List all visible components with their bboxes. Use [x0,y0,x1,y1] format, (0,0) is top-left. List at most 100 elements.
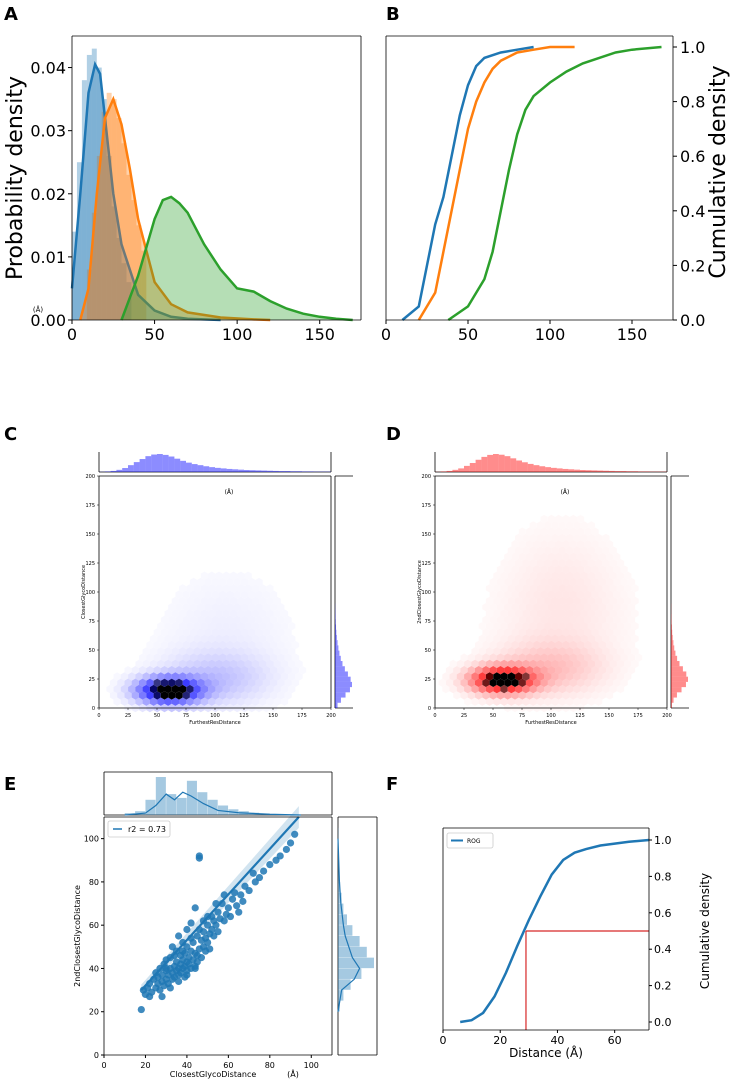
panel-c-hexbin-49 [139,691,147,700]
panel-d-hexbin-235 [518,640,526,650]
panel-b-ytick-label-5: 1.0 [680,38,705,57]
panel-d-hexbin-456 [598,577,606,587]
panel-c-hexbin-74 [135,684,143,694]
panel-d-hexbin-477 [609,571,617,580]
panel-d-top-hist-bar-16 [527,463,534,472]
panel-c-hexbin-90 [251,684,259,694]
panel-c-hexbin-359 [211,603,219,612]
panel-d-hexbin-173 [580,659,588,669]
panel-c-hexbin-26 [149,697,158,706]
panel-a-kde-line-orange [79,95,271,322]
panel-d-hexbin-520 [540,552,548,561]
panel-d-hexbin-517 [518,552,526,561]
panel-d-hexbin-210 [500,647,508,656]
panel-e-top-kde-line [124,791,301,816]
panel-a-hist-bar-blue-1 [76,162,82,320]
panel-c-hexbin-66 [262,691,270,700]
panel-d-ytick-label-4: 100 [421,590,431,596]
panel-c-hexbin-302 [179,621,187,631]
panel-a-hist-bar-orange-5 [111,99,117,320]
panel-c-hexbin-27 [157,697,165,706]
panel-c-hexbin-222 [171,647,179,656]
panel-c-hexbin-287 [204,628,212,637]
panel-d-hexbin-536 [544,546,552,555]
panel-c-hexbin-226 [200,647,209,656]
panel-c-hexbin-305 [200,621,209,631]
panel-d-hexbin-223 [595,647,603,656]
panel-c-hexbin-291 [233,628,241,637]
panel-d-hexbin-15 [493,697,501,706]
panel-d-ytick-label-6: 150 [421,532,431,538]
panel-d-hexbin-33 [475,691,483,700]
panel-label-f: F [386,774,398,795]
panel-d-hexbin-261 [551,634,559,643]
panel-c-hexbin-232 [244,647,252,656]
panel-c-hexbin-92 [266,684,274,694]
panel-c-hexbin-228 [215,647,223,656]
panel-d-hexbin-540 [573,546,581,555]
panel-c-hexbin-341 [200,609,209,618]
panel-c-hexbin-229 [222,647,230,656]
panel-d-hexbin-211 [507,647,515,656]
panel-c-right-hist-bar-4 [335,681,352,688]
panel-d-hexbin-59 [493,684,501,694]
panel-a-area-blue [72,64,221,321]
panel-c-hexbin-236 [273,647,281,656]
panel-c-top-hist-bar-33 [290,471,297,472]
panel-d-hexbin-13 [478,697,486,706]
panel-d-hexbin-518 [525,552,534,561]
panel-b-cdf-line-green [447,45,662,322]
panel-d-hexbin-484 [525,565,534,574]
panel-d-hexbin-257 [522,634,530,643]
panel-d-hexbin-402 [504,590,512,599]
panel-d-hexbin-535 [536,546,545,555]
panel-c-hexbin-47 [124,691,132,700]
panel-e-top-hist-bar-6 [166,794,177,815]
panel-c-hexbin-326 [219,615,227,624]
panel-b-xtick-label-2: 100 [535,325,566,344]
panel-d-hexbin-423 [507,584,515,593]
panel-d-hexbin-352 [595,609,603,618]
panel-d-hexbin-196 [569,653,577,662]
panel-d-hexbin-417 [613,590,621,599]
panel-d-hexbin-141 [533,666,541,675]
panel-c-hexbin-28 [164,697,172,706]
panel-d-xtick-label-3: 75 [519,713,525,719]
panel-d-hexbin-188 [511,653,519,662]
panel-d-hexbin-94 [562,678,570,687]
panel-e-scatter-point-96 [245,886,253,895]
panel-d-top-hist-bar-5 [464,465,470,472]
panel-d-hexbin-407 [540,590,548,599]
panel-d-hexbin-35 [489,691,497,700]
panel-e-scatter-point-53 [187,919,195,927]
panel-d-hexbin-32 [467,691,475,700]
panel-e-scatter-point-65 [197,954,206,962]
panel-d-hexbin-523 [562,552,570,561]
panel-c-hexbin-107 [189,678,198,687]
panel-d-hexbin-160 [485,659,494,669]
panel-d-hexbin-384 [522,596,530,606]
panel-c-hexbin-113 [233,678,241,687]
panel-d-hexbin-163 [507,659,515,669]
panel-d-hexbin-346 [551,609,559,618]
panel-c-top-hist-bar-20 [215,467,221,472]
panel-d-hexbin-510 [587,558,595,568]
panel-c-hexbin-242 [168,640,176,650]
panel-d-hexbin-512 [602,558,610,568]
panel-d-hexbin-291 [613,628,621,637]
panel-d-hexbin-476 [602,571,610,580]
panel-d-hexbin-470 [558,571,566,580]
panel-c-hexbin-186 [229,659,238,669]
panel-d-hexbin-259 [536,634,545,643]
panel-d-hexbin-347 [558,609,566,618]
panel-d-hexbin-354 [609,609,617,618]
panel-e-top-hist-bar-8 [186,780,197,815]
panel-a-area-orange [80,99,271,320]
panel-d-hexbin-186 [496,653,505,662]
panel-c-hexbin-294 [255,628,263,637]
panel-c-top-hist-bar-7 [139,459,146,472]
panel-d-hexbin-119 [558,672,566,681]
panel-f-ytick-label-0: 0.0 [654,1016,672,1029]
panel-d-hexbin-219 [565,647,574,656]
panel-d-hexbin-501 [522,558,530,568]
